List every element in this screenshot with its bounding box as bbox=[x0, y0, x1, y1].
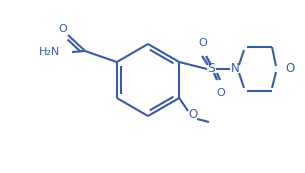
Text: O: O bbox=[59, 24, 67, 34]
Text: H₂N: H₂N bbox=[39, 47, 60, 57]
Text: O: O bbox=[217, 88, 225, 98]
Text: N: N bbox=[231, 62, 239, 75]
Text: O: O bbox=[188, 108, 198, 121]
Text: S: S bbox=[207, 62, 215, 75]
Text: O: O bbox=[285, 62, 294, 75]
Text: O: O bbox=[199, 38, 207, 48]
